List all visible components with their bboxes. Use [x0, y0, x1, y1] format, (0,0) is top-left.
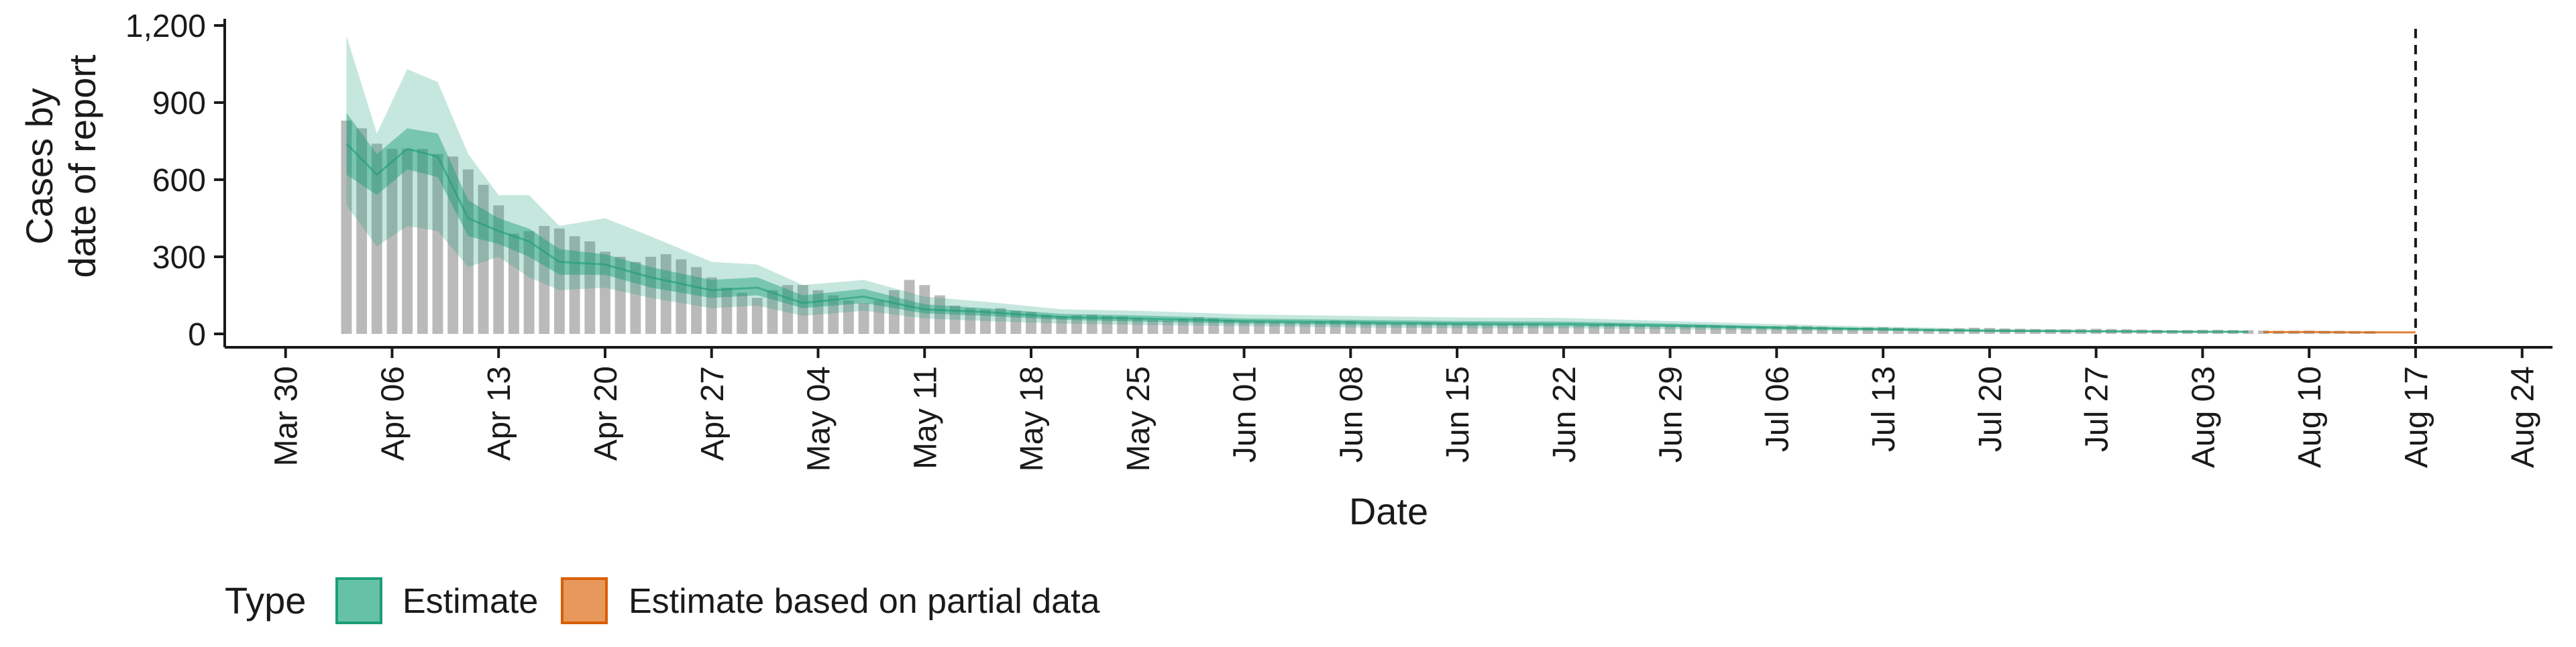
x-tick-label: Aug 17 [2399, 366, 2434, 468]
x-tick-label: Jun 15 [1440, 366, 1476, 463]
x-tick-label: Jun 01 [1228, 366, 1263, 463]
x-tick-label: Apr 27 [695, 366, 731, 461]
x-tick-label: Apr 20 [588, 366, 624, 461]
estimate-ribbons [346, 36, 2415, 333]
x-tick-label: Jul 20 [1973, 366, 2008, 452]
legend-swatch-partial-estimate [562, 579, 606, 623]
x-axis-ticks: Mar 30 Apr 06 Apr 13 Apr 20 Apr 27 May 04 May … [269, 347, 2541, 471]
x-tick-label: Aug 10 [2292, 366, 2328, 468]
y-axis-ticks: 0 300 600 900 1,200 [125, 9, 225, 353]
x-tick-label: Jun 29 [1654, 366, 1689, 463]
legend-swatch-estimate [337, 579, 381, 623]
y-axis-title-line-2: date of report [61, 54, 103, 278]
x-tick-label: Jul 27 [2080, 366, 2115, 452]
x-tick-label: Mar 30 [269, 366, 305, 466]
x-tick-label: Jun 22 [1547, 366, 1582, 463]
estimate-90-interval [346, 36, 2248, 333]
y-tick-label: 300 [152, 240, 206, 276]
x-tick-label: Jul 13 [1866, 366, 1902, 452]
x-tick-label: Apr 06 [375, 366, 411, 461]
legend-title: Type [225, 579, 306, 622]
x-tick-label: May 18 [1014, 366, 1050, 471]
x-tick-label: May 25 [1121, 366, 1157, 471]
x-tick-label: Aug 03 [2186, 366, 2221, 468]
y-tick-label: 600 [152, 163, 206, 198]
x-tick-label: Aug 24 [2506, 366, 2541, 468]
y-tick-label: 0 [188, 317, 206, 353]
legend-label-estimate: Estimate [402, 582, 538, 621]
legend: Type Estimate Estimate based on partial … [225, 579, 1100, 623]
y-tick-label: 900 [152, 86, 206, 121]
legend-label-partial-estimate: Estimate based on partial data [629, 582, 1100, 621]
x-tick-label: Jun 08 [1334, 366, 1369, 463]
observed-case-bars [341, 121, 2375, 334]
x-tick-label: May 11 [908, 366, 943, 469]
y-tick-label: 1,200 [125, 9, 206, 44]
x-tick-label: Apr 13 [482, 366, 517, 461]
x-tick-label: Jul 06 [1760, 366, 1795, 452]
x-axis-title: Date [1349, 490, 1428, 532]
y-axis-title-line-1: Cases by [18, 88, 60, 244]
x-tick-label: May 04 [802, 366, 837, 471]
